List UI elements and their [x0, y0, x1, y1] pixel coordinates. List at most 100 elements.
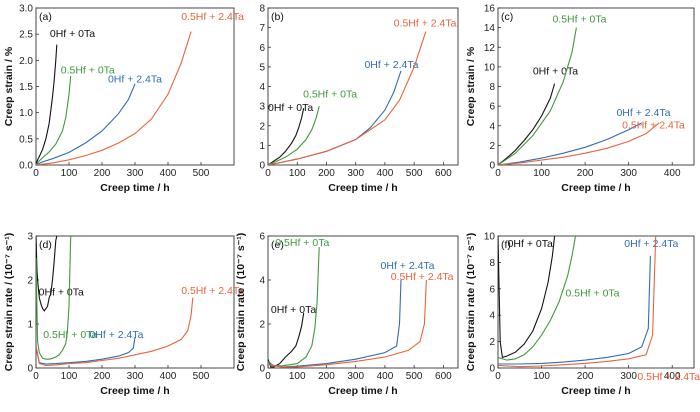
series-label-4: 0.5Hf + 2.4Ta [637, 371, 700, 383]
x-tick-label: 200 [577, 168, 594, 179]
x-axis-label: Creep time / h [100, 182, 169, 194]
x-tick-label: 600 [435, 168, 452, 179]
y-tick-label: 10 [484, 232, 496, 243]
series-line-3 [36, 83, 136, 165]
y-tick-label: 8 [259, 4, 265, 15]
series-line-2 [498, 236, 577, 361]
y-tick-label: 5 [259, 62, 265, 73]
panel-label: (c) [501, 11, 513, 23]
x-tick-label: 500 [406, 371, 423, 382]
series-label-3: 0Hf + 2.4Ta [616, 107, 670, 119]
series-label-4: 0.5Hf + 2.4Ta [622, 120, 685, 132]
series-line-4 [268, 279, 427, 368]
x-tick-label: 100 [61, 168, 78, 179]
plot-frame [267, 235, 459, 369]
chart-panel-2: 0 100 200 300 400 500 600 0 1 2 3 4 5 6 7 8 Creep time /… [259, 4, 459, 194]
x-tick-label: 100 [533, 168, 550, 179]
y-tick-label: 2 [489, 141, 495, 152]
panel-label: (e) [271, 239, 284, 251]
x-tick-label: 300 [347, 168, 364, 179]
series-label-2: 0.5Hf + 0Ta [61, 64, 115, 76]
series-label-3: 0Hf + 2.4Ta [381, 260, 435, 272]
panel-label: (a) [39, 11, 52, 23]
x-tick-label: 300 [127, 371, 144, 382]
y-tick-label: 4 [259, 276, 265, 287]
y-tick-label: 0 [489, 161, 495, 172]
y-tick-label: 1 [27, 320, 33, 331]
y-axis-label: Creep strain / % [465, 46, 477, 126]
series-line-4 [36, 297, 194, 366]
y-tick-label: 6 [489, 102, 495, 113]
y-tick-label: 2 [259, 320, 265, 331]
chart-panel-1: 0 100 200 300 400 500 0.0 0.5 1.0 1.5 2.0 2.5 3.0 Cre… [3, 4, 244, 195]
series-line-3 [268, 70, 402, 165]
x-tick-label: 500 [406, 168, 423, 179]
series-label-3: 0Hf + 2.4Ta [108, 73, 162, 85]
series-label-3: 0Hf + 2.4Ta [624, 238, 678, 250]
y-tick-label: 0 [259, 364, 265, 375]
x-tick-label: 300 [620, 168, 637, 179]
series-line-3 [36, 337, 136, 365]
y-axis-label: Creep strain rate / (10⁻⁷ s⁻¹) [3, 233, 15, 372]
series-label-4: 0.5Hf + 2.4Ta [181, 11, 244, 23]
y-tick-label: 3 [27, 232, 33, 243]
plot-frame [497, 235, 695, 369]
y-tick-label: 4 [259, 82, 265, 93]
y-tick-label: 3.0 [19, 4, 33, 15]
y-axis-label: Creep strain / % [3, 46, 15, 126]
series-label-3: 0Hf + 2.4Ta [364, 59, 418, 71]
series-line-2 [268, 105, 320, 165]
series-label-2: 0.5Hf + 0Ta [303, 88, 357, 100]
x-tick-label: 200 [318, 168, 335, 179]
x-tick-label: 200 [94, 168, 111, 179]
x-tick-label: 500 [193, 168, 210, 179]
x-tick-label: 200 [577, 371, 594, 382]
y-tick-label: 8 [489, 82, 495, 93]
panel-label: (d) [39, 239, 52, 251]
series-label-1: 0Hf + 0Ta [50, 28, 95, 40]
panel-label: (f) [501, 239, 511, 251]
x-tick-label: 0 [33, 168, 39, 179]
y-tick-label: 0 [259, 161, 265, 172]
series-label-3: 0Hf + 2.4Ta [89, 329, 143, 341]
series-label-4: 0.5Hf + 2.4Ta [394, 18, 457, 30]
series-label-2: 0.5Hf + 0Ta [275, 237, 329, 249]
y-tick-label: 3 [259, 102, 265, 113]
series-line-1 [36, 236, 58, 312]
x-tick-label: 300 [347, 371, 364, 382]
series-label-4: 0.5Hf + 2.4Ta [181, 285, 244, 297]
series-line-2 [36, 236, 72, 360]
series-label-1: 0Hf + 0Ta [39, 286, 84, 298]
series-label-1: 0Hf + 0Ta [268, 102, 313, 114]
series-line-1 [498, 83, 556, 165]
y-tick-label: 0 [489, 364, 495, 375]
series-line-4 [36, 31, 192, 165]
x-tick-label: 400 [664, 371, 681, 382]
chart-panel-6: 0 100 200 300 400 0 2 4 6 8 10 Creep time / h Creep … [465, 232, 700, 398]
series-line-4 [268, 31, 427, 165]
x-tick-label: 0 [33, 371, 39, 382]
x-tick-label: 500 [193, 371, 210, 382]
series-line-3 [498, 122, 642, 165]
x-tick-label: 100 [533, 371, 550, 382]
panel-label: (b) [271, 11, 284, 23]
y-tick-label: 6 [259, 232, 265, 243]
series-label-2: 0.5Hf + 0Ta [566, 288, 620, 300]
x-tick-label: 400 [160, 371, 177, 382]
y-tick-label: 16 [484, 4, 496, 15]
y-tick-label: 6 [489, 284, 495, 295]
y-tick-label: 4 [489, 121, 495, 132]
y-tick-label: 1 [259, 141, 265, 152]
series-label-1: 0Hf + 0Ta [271, 304, 316, 316]
series-label-1: 0Hf + 0Ta [533, 66, 578, 78]
series-label-2: 0.5Hf + 0Ta [552, 14, 606, 26]
y-tick-label: 8 [489, 258, 495, 269]
y-tick-label: 0 [27, 364, 33, 375]
x-tick-label: 100 [61, 371, 78, 382]
series-line-1 [268, 107, 305, 165]
x-axis-label: Creep time / h [328, 182, 397, 194]
x-tick-label: 200 [94, 371, 111, 382]
y-axis-label: Creep strain rate / (10⁻⁷ s⁻¹) [235, 233, 247, 372]
x-axis-label: Creep time / h [328, 385, 397, 397]
